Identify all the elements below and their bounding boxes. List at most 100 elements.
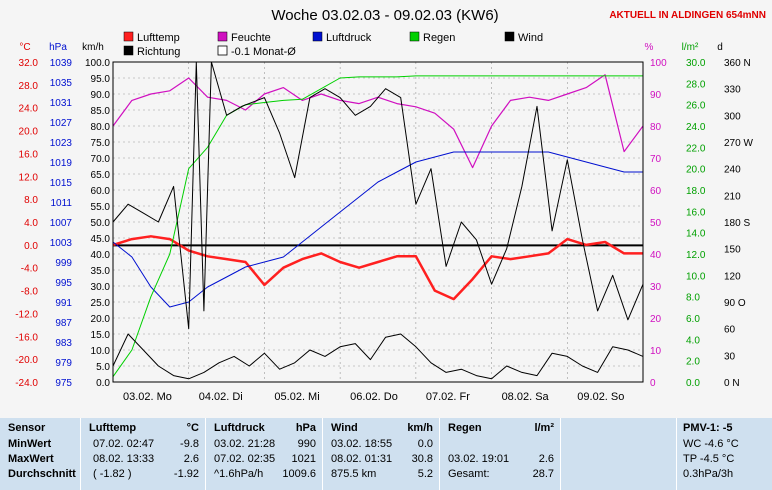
series-temp bbox=[112, 235, 643, 301]
axis-unit-temp: °C bbox=[19, 42, 30, 53]
tick-label-wind: 50.0 bbox=[91, 218, 111, 229]
tick-label-temp: 20.0 bbox=[19, 127, 39, 138]
axis-unit-wind: km/h bbox=[82, 42, 104, 53]
tick-label-pressure: 975 bbox=[55, 378, 72, 389]
tick-label-direction: 360 N bbox=[724, 58, 751, 69]
tick-label-rain: 28.0 bbox=[686, 79, 706, 90]
tick-label-wind: 20.0 bbox=[91, 314, 111, 325]
tick-label-pressure: 1011 bbox=[50, 198, 72, 209]
tick-label-wind: 85.0 bbox=[91, 106, 111, 117]
tick-label-direction: 150 bbox=[724, 245, 741, 256]
tick-label-rain: 18.0 bbox=[686, 186, 706, 197]
tick-label-wind: 55.0 bbox=[91, 202, 111, 213]
tick-label-wind: 0.0 bbox=[96, 378, 110, 389]
tick-label-temp: -24.0 bbox=[15, 378, 38, 389]
rain-max-val: 2.6 bbox=[538, 453, 554, 465]
tick-label-rain: 4.0 bbox=[686, 335, 700, 346]
temp-unit: °C bbox=[186, 422, 199, 434]
tick-label-humidity: 40 bbox=[650, 250, 662, 261]
tick-label-pressure: 983 bbox=[55, 338, 72, 349]
tick-label-temp: 28.0 bbox=[19, 81, 39, 92]
sensor-title: Sensor bbox=[8, 422, 46, 434]
tick-label-wind: 10.0 bbox=[91, 346, 111, 357]
legend-swatch-temp bbox=[123, 31, 134, 42]
tick-label-wind: 5.0 bbox=[96, 362, 110, 373]
col-pressure: Luftdruck hPa 03.02. 21:28 990 07.02. 02:3… bbox=[206, 418, 323, 490]
tick-label-rain: 26.0 bbox=[686, 101, 706, 112]
tick-label-wind: 75.0 bbox=[91, 138, 111, 149]
tick-label-temp: 32.0 bbox=[19, 58, 39, 69]
tick-label-pressure: 1003 bbox=[50, 238, 73, 249]
legend-direction: Richtung bbox=[137, 46, 180, 58]
pmv-tp: TP -4.5 °C bbox=[683, 453, 735, 465]
tick-label-humidity: 80 bbox=[650, 122, 662, 133]
axis-unit-humidity: % bbox=[645, 42, 654, 53]
tick-label-wind: 100.0 bbox=[85, 58, 110, 69]
tick-label-wind: 15.0 bbox=[91, 330, 111, 341]
tick-label-direction: 90 O bbox=[724, 298, 746, 309]
tick-label-direction: 300 bbox=[724, 111, 741, 122]
tick-label-direction: 0 N bbox=[724, 378, 740, 389]
pressure-unit: hPa bbox=[295, 422, 316, 434]
grid bbox=[113, 62, 643, 382]
tick-label-wind: 60.0 bbox=[91, 186, 111, 197]
legend-rain: Regen bbox=[423, 32, 455, 44]
tick-label-wind: 90.0 bbox=[91, 90, 111, 101]
tick-label-direction: 120 bbox=[724, 271, 741, 282]
tick-label-pressure: 1019 bbox=[50, 158, 73, 169]
rain-total-label: Gesamt: bbox=[448, 468, 490, 480]
legend-pressure: Luftdruck bbox=[326, 32, 372, 44]
tick-label-direction: 330 bbox=[724, 85, 741, 96]
tick-label-direction: 270 W bbox=[724, 138, 753, 149]
tick-label-wind: 30.0 bbox=[91, 282, 111, 293]
tick-label-humidity: 20 bbox=[650, 314, 662, 325]
axis-unit-rain: l/m² bbox=[682, 42, 699, 53]
tick-label-humidity: 60 bbox=[650, 186, 662, 197]
pmv-wc: WC -4.6 °C bbox=[683, 438, 739, 450]
wind-min-val: 0.0 bbox=[417, 438, 433, 450]
tick-label-temp: 12.0 bbox=[19, 172, 39, 183]
sensor-min: MinWert bbox=[8, 438, 52, 450]
axis-unit-direction-mark: d bbox=[717, 42, 723, 53]
tick-label-temp: -20.0 bbox=[15, 355, 38, 366]
tick-label-rain: 12.0 bbox=[686, 250, 706, 261]
tick-label-rain: 16.0 bbox=[686, 207, 706, 218]
pressure-max-val: 1021 bbox=[291, 453, 316, 465]
tick-label-pressure: 1027 bbox=[50, 118, 73, 129]
series-wind bbox=[112, 333, 644, 380]
weather-chart: Woche 03.02.03 - 09.02.03 (KW6) AKTUELL … bbox=[15, 7, 766, 403]
chart-title: Woche 03.02.03 - 09.02.03 (KW6) bbox=[271, 7, 498, 24]
pressure-min-val: 990 bbox=[297, 438, 316, 450]
tick-label-rain: 24.0 bbox=[686, 122, 706, 133]
tick-label-wind: 70.0 bbox=[91, 154, 111, 165]
tick-label-x: 04.02. Di bbox=[199, 391, 243, 403]
tick-label-rain: 2.0 bbox=[686, 357, 700, 368]
col-rain: Regen l/m² 03.02. 19:01 2.6 Gesamt: 28.7 bbox=[440, 418, 561, 490]
tick-label-x: 07.02. Fr bbox=[426, 391, 470, 403]
col-pmv: PMV-1: -5 WC -4.6 °C TP -4.5 °C 0.3hPa/3… bbox=[677, 418, 772, 490]
wind-max-val: 30.8 bbox=[411, 453, 433, 465]
pressure-max-time: 07.02. 02:35 bbox=[214, 453, 276, 465]
tick-label-temp: -4.0 bbox=[21, 264, 39, 275]
tick-label-pressure: 979 bbox=[55, 358, 72, 369]
temp-min-time: 07.02. 02:47 bbox=[93, 438, 155, 450]
tick-label-x: 08.02. Sa bbox=[502, 391, 550, 403]
tick-label-pressure: 1007 bbox=[50, 218, 73, 229]
tick-label-x: 05.02. Mi bbox=[274, 391, 319, 403]
temp-min-val: -9.8 bbox=[180, 438, 199, 450]
col-wind: Wind km/h 03.02. 18:55 0.0 08.02. 01:31 30.… bbox=[323, 418, 440, 490]
legend-swatch-mean bbox=[217, 45, 228, 56]
tick-label-humidity: 90 bbox=[650, 90, 662, 101]
legend-swatch-pressure bbox=[312, 31, 323, 42]
tick-label-humidity: 10 bbox=[650, 346, 662, 357]
series-rain bbox=[112, 75, 643, 377]
tick-label-pressure: 1031 bbox=[50, 98, 73, 109]
legend-wind: Wind bbox=[518, 32, 543, 44]
tick-label-wind: 80.0 bbox=[91, 122, 111, 133]
tick-label-direction: 210 bbox=[724, 191, 741, 202]
axes: 32.0 28.0 24.0 20.0 16.0 12.0 8.0 4.0 0.0 -4.0 -8.… bbox=[15, 58, 753, 403]
rain-unit: l/m² bbox=[534, 422, 554, 434]
temp-avg-val: -1.92 bbox=[173, 468, 199, 480]
col-spacer bbox=[561, 418, 677, 490]
tick-label-temp: -8.0 bbox=[21, 287, 39, 298]
